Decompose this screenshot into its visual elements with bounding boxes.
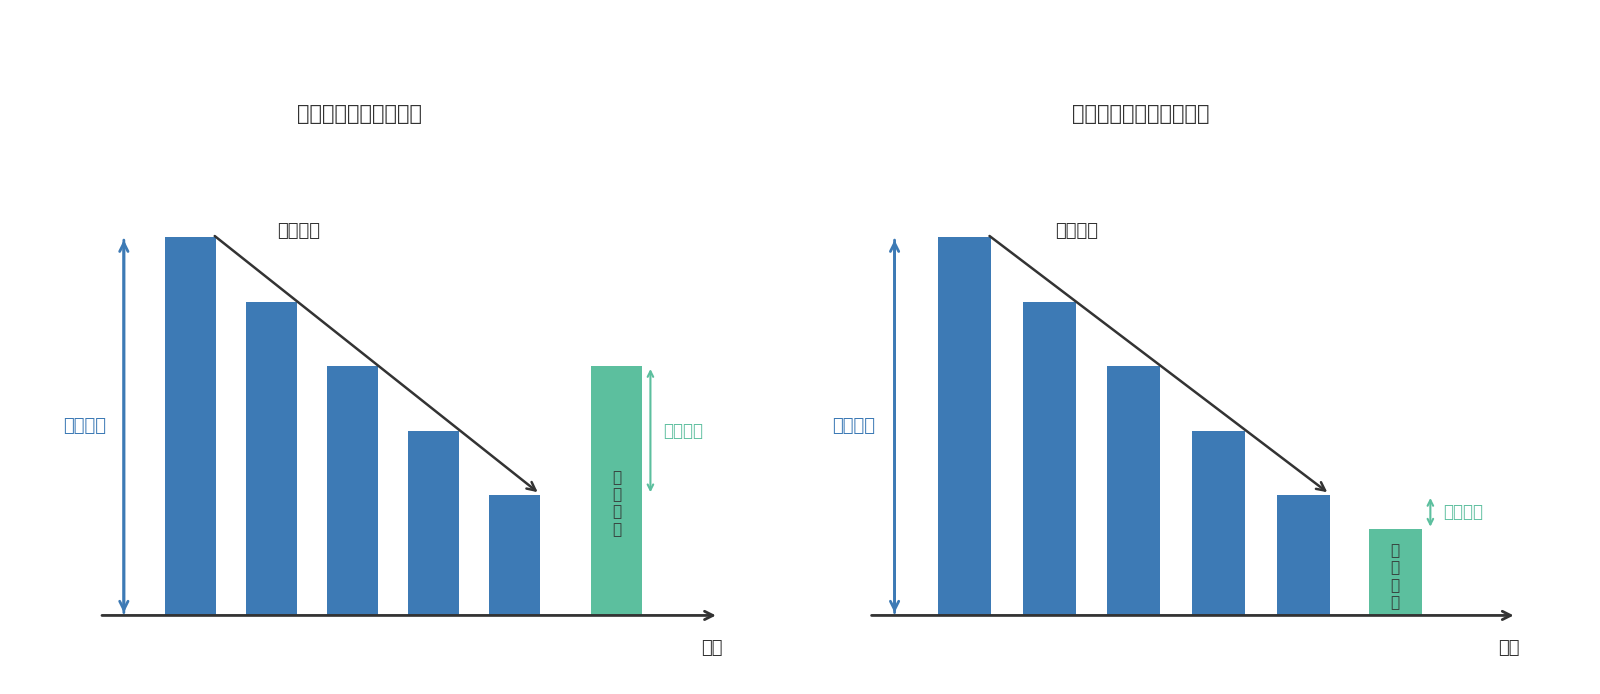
Bar (165, 237, 216, 616)
Text: 税金が発生しないケース: 税金が発生しないケース (1072, 104, 1210, 124)
Text: 取得費用: 取得費用 (64, 417, 107, 435)
Bar (1107, 366, 1160, 616)
Bar (1277, 495, 1330, 616)
Text: 減価償却: 減価償却 (277, 222, 320, 240)
Text: 譲渡利益: 譲渡利益 (662, 422, 702, 440)
Bar (328, 366, 378, 616)
Text: 税金が発生するケースと発生しないケース: 税金が発生するケースと発生しないケース (595, 26, 1005, 60)
Text: 譲渡損失: 譲渡損失 (1443, 503, 1483, 521)
Text: 譲
渡
価
額: 譲 渡 価 額 (613, 470, 621, 537)
Text: 減価償却: 減価償却 (1054, 222, 1098, 240)
Bar (246, 302, 298, 616)
Text: 売却: 売却 (701, 639, 723, 657)
Text: 売却: 売却 (1498, 639, 1520, 657)
Bar (408, 431, 459, 616)
Bar (938, 237, 990, 616)
Text: 税金が発生するケース: 税金が発生するケース (298, 104, 422, 124)
Bar (1368, 530, 1421, 616)
Bar (490, 495, 539, 616)
Text: 譲
渡
価
額: 譲 渡 価 額 (1390, 543, 1400, 610)
Bar (1192, 431, 1245, 616)
Bar (592, 366, 642, 616)
Text: 取得費用: 取得費用 (832, 417, 875, 435)
Bar (1022, 302, 1075, 616)
